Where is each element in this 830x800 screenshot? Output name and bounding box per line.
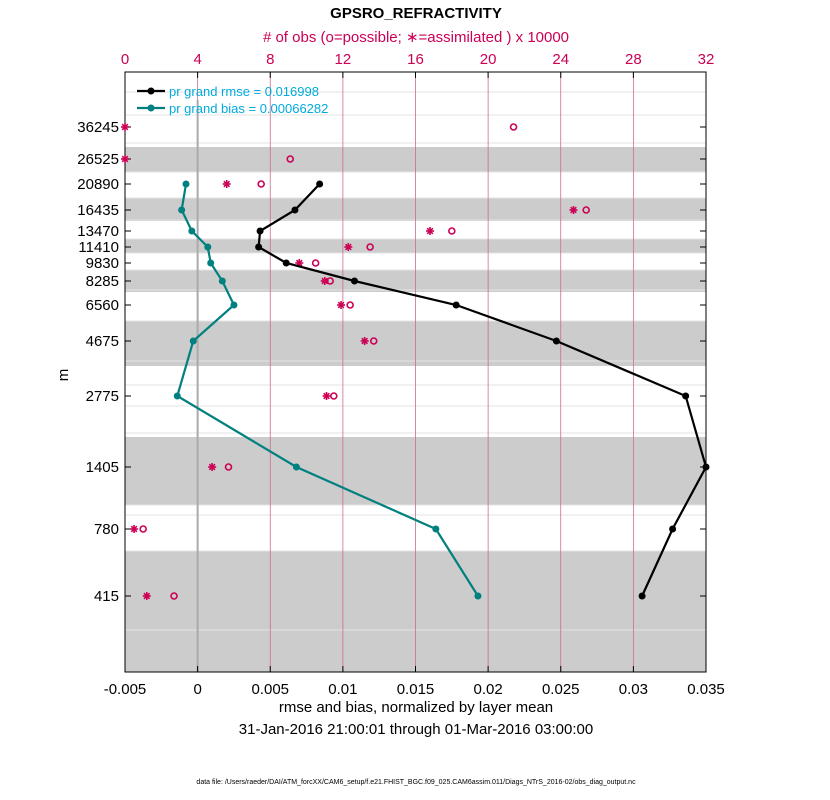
- x-tick-label: 0.01: [328, 681, 357, 698]
- legend-rmse-marker: [147, 87, 155, 95]
- top-tick-label: 16: [407, 51, 424, 68]
- series-point-rmse: [316, 180, 324, 188]
- y-tick-label: 6560: [86, 297, 119, 314]
- x-tick-label: -0.005: [104, 681, 147, 698]
- obs-assimilated-marker: [344, 243, 353, 251]
- obs-possible-marker: [224, 463, 233, 471]
- series-point-rmse: [350, 277, 358, 285]
- obs-assimilated-marker: [337, 301, 346, 309]
- y-tick-label: 780: [94, 521, 119, 538]
- top-tick-label: 8: [266, 51, 274, 68]
- series-point-bias: [188, 227, 196, 235]
- series-point-rmse: [669, 525, 677, 533]
- y-tick-label: 2775: [86, 388, 119, 405]
- series-point-bias: [292, 463, 300, 471]
- y-tick-label: 9830: [86, 255, 119, 272]
- obs-assimilated-marker: [121, 155, 129, 163]
- y-tick-label: 8285: [86, 273, 119, 290]
- x-tick-label: 0.005: [251, 681, 289, 698]
- x-tick-label: 0: [193, 681, 201, 698]
- obs-possible-marker: [257, 180, 265, 188]
- obs-possible-marker: [346, 301, 354, 309]
- x-axis-label: rmse and bias, normalized by layer mean: [279, 699, 553, 716]
- series-point-bias: [230, 301, 238, 309]
- obs-assimilated-marker: [121, 123, 129, 131]
- obs-assimilated-marker: [208, 463, 217, 471]
- obs-assimilated-marker: [322, 392, 331, 400]
- y-tick-label: 20890: [77, 176, 119, 193]
- top-tick-label: 0: [121, 51, 129, 68]
- obs-possible-marker: [366, 243, 374, 251]
- series-point-bias: [204, 243, 212, 251]
- obs-assimilated-marker: [222, 180, 231, 188]
- series-point-bias: [178, 206, 186, 214]
- x-tick-label: 0.02: [474, 681, 503, 698]
- obs-possible-marker: [170, 592, 178, 600]
- series-point-rmse: [682, 392, 690, 400]
- x-tick-label: 0.035: [687, 681, 725, 698]
- series-point-rmse: [282, 259, 290, 267]
- y-tick-label: 16435: [77, 202, 119, 219]
- x-tick-label: 0.015: [397, 681, 435, 698]
- obs-assimilated-marker: [426, 227, 435, 235]
- series-point-bias: [474, 592, 482, 600]
- series-point-bias: [173, 392, 181, 400]
- y-tick-label: 1405: [86, 459, 119, 476]
- footer-data-file: data file: /Users/raeder/DAI/ATM_forcXX/…: [196, 779, 636, 786]
- legend-bias-label: pr grand bias = 0.00066282: [169, 101, 328, 116]
- obs-possible-marker: [448, 227, 456, 235]
- top-tick-label: 20: [480, 51, 497, 68]
- obs-assimilated-marker: [360, 337, 369, 345]
- top-tick-label: 12: [335, 51, 352, 68]
- series-point-rmse: [552, 337, 560, 345]
- series-point-rmse: [452, 301, 460, 309]
- obs-assimilated-marker: [569, 206, 578, 214]
- series-point-bias: [189, 337, 197, 345]
- x-tick-label: 0.03: [619, 681, 648, 698]
- chart-title: GPSRO_REFRACTIVITY: [330, 5, 502, 22]
- obs-possible-marker: [139, 525, 147, 533]
- top-axis-label: # of obs (o=possible; ∗=assimilated ) x …: [263, 29, 569, 46]
- series-point-rmse: [255, 243, 263, 251]
- series-point-rmse: [702, 463, 710, 471]
- obs-assimilated-marker: [320, 277, 329, 285]
- top-tick-label: 4: [193, 51, 201, 68]
- series-point-bias: [207, 259, 215, 267]
- obs-possible-marker: [369, 337, 378, 345]
- series-point-rmse: [638, 592, 646, 600]
- date-range-label: 31-Jan-2016 21:00:01 through 01-Mar-2016…: [239, 721, 593, 738]
- y-tick-label: 13470: [77, 223, 119, 240]
- y-tick-label: 36245: [77, 119, 119, 136]
- series-line-bias: [175, 183, 479, 597]
- obs-possible-marker: [329, 392, 338, 400]
- legend-bias-marker: [147, 104, 155, 112]
- legend-rmse-label: pr grand rmse = 0.016998: [169, 84, 319, 99]
- y-tick-label: 11410: [78, 239, 119, 256]
- y-tick-label: 415: [94, 588, 119, 605]
- series-point-rmse: [256, 227, 264, 235]
- obs-possible-marker: [311, 259, 320, 267]
- top-tick-label: 32: [698, 51, 715, 68]
- top-tick-label: 28: [625, 51, 642, 68]
- y-axis-label: m: [55, 369, 72, 382]
- y-tick-label: 26525: [77, 151, 119, 168]
- obs-possible-marker: [582, 206, 590, 214]
- obs-possible-marker: [509, 123, 518, 131]
- obs-assimilated-marker: [130, 525, 139, 533]
- y-tick-label: 4675: [86, 333, 119, 350]
- series-point-bias: [218, 277, 226, 285]
- series-point-bias: [182, 180, 190, 188]
- top-tick-label: 24: [552, 51, 569, 68]
- obs-possible-marker: [286, 155, 295, 163]
- series-point-bias: [432, 525, 440, 533]
- legend: pr grand rmse = 0.016998 pr grand bias = …: [137, 84, 328, 116]
- obs-assimilated-marker: [142, 592, 151, 600]
- series-point-rmse: [291, 206, 299, 214]
- x-tick-label: 0.025: [542, 681, 580, 698]
- series-line-rmse: [257, 183, 708, 597]
